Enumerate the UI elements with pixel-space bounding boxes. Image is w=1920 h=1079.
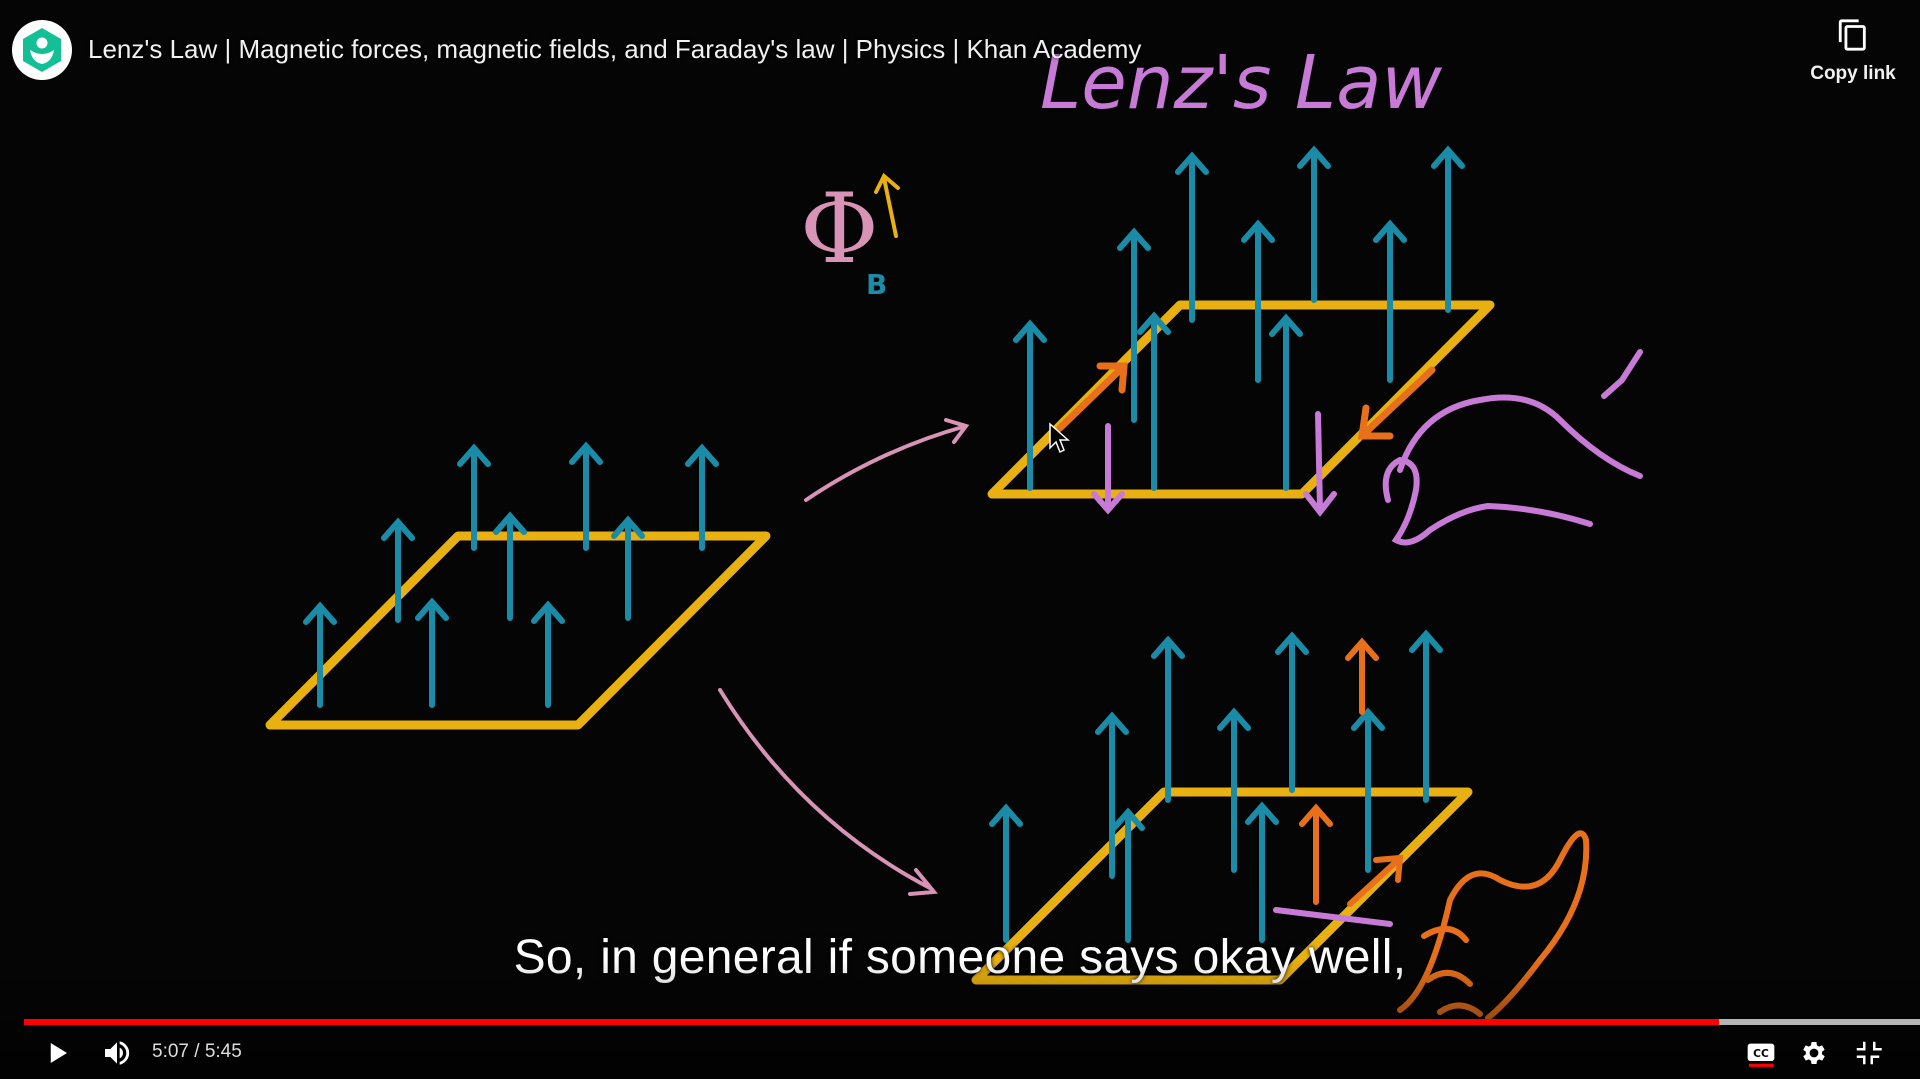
flux-subscript: B bbox=[866, 268, 887, 301]
time-separator: / bbox=[194, 1041, 200, 1062]
svg-text:CC: CC bbox=[1753, 1047, 1769, 1060]
video-title[interactable]: Lenz's Law | Magnetic forces, magnetic f… bbox=[88, 34, 1142, 64]
duration: 5:45 bbox=[204, 1041, 242, 1062]
progress-played bbox=[24, 1019, 1720, 1025]
progress-bar[interactable] bbox=[24, 1019, 1920, 1025]
loop-left bbox=[265, 441, 771, 730]
copy-link-label: Copy link bbox=[1810, 63, 1896, 84]
settings-button[interactable] bbox=[1791, 1030, 1837, 1076]
exit-fullscreen-button[interactable] bbox=[1845, 1030, 1891, 1076]
khan-academy-logo-icon bbox=[23, 28, 61, 72]
transition-arrows bbox=[718, 418, 970, 896]
mute-button[interactable] bbox=[94, 1030, 140, 1076]
volume-icon bbox=[105, 1041, 130, 1065]
loop-top-right bbox=[987, 145, 1643, 546]
board-heading: Lenz's Law bbox=[1040, 40, 1442, 126]
channel-logo[interactable] bbox=[12, 20, 72, 80]
play-button[interactable] bbox=[34, 1030, 80, 1076]
time-display: 5:07 / 5:45 bbox=[152, 1041, 242, 1063]
player-controls: 5:07 / 5:45 CC bbox=[0, 1030, 1920, 1076]
gear-icon bbox=[1803, 1042, 1825, 1064]
exit-fullscreen-icon bbox=[1856, 1041, 1882, 1065]
copy-link-button[interactable]: Copy link bbox=[1808, 18, 1898, 85]
copy-icon bbox=[1838, 19, 1866, 51]
flux-symbol: Φ B bbox=[800, 172, 900, 301]
play-icon bbox=[50, 1043, 67, 1063]
captions-button[interactable]: CC bbox=[1738, 1030, 1784, 1076]
progress-loaded bbox=[1719, 1019, 1920, 1025]
flux-phi: Φ bbox=[800, 173, 879, 285]
current-time: 5:07 bbox=[152, 1041, 189, 1062]
mouse-cursor bbox=[1049, 422, 1070, 454]
closed-captions-icon: CC bbox=[1747, 1043, 1775, 1067]
player-top-bar: Lenz's Law | Magnetic forces, magnetic f… bbox=[0, 0, 1920, 110]
loop-bottom-right bbox=[971, 629, 1590, 1021]
